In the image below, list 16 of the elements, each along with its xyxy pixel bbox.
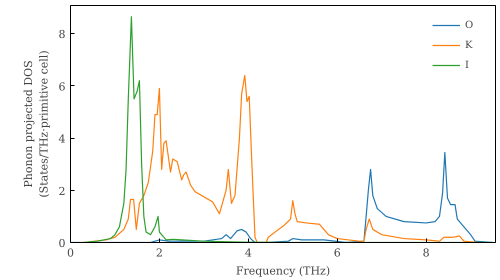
y-tick-label: 8 [58,28,66,42]
x-tick-label: 2 [156,246,163,260]
legend-label: O [465,20,474,30]
line-series [83,74,480,242]
legend-label: I [465,60,470,70]
y-tick-label: 4 [58,132,66,146]
y-tick-label: 6 [58,80,66,94]
x-tick-label: 6 [334,246,341,260]
x-tick-label: 0 [67,246,74,260]
y-axis-title: Phonon projected DOS (States/THz·primitive cell) [22,50,50,198]
x-tick-label: 4 [244,246,252,260]
legend-label: K [465,40,474,50]
x-axis-title: Frequency (THz) [236,264,330,278]
x-tick-label: 8 [422,246,430,260]
y-tick-label: 2 [58,184,66,198]
y-tick-label: 0 [58,237,66,250]
